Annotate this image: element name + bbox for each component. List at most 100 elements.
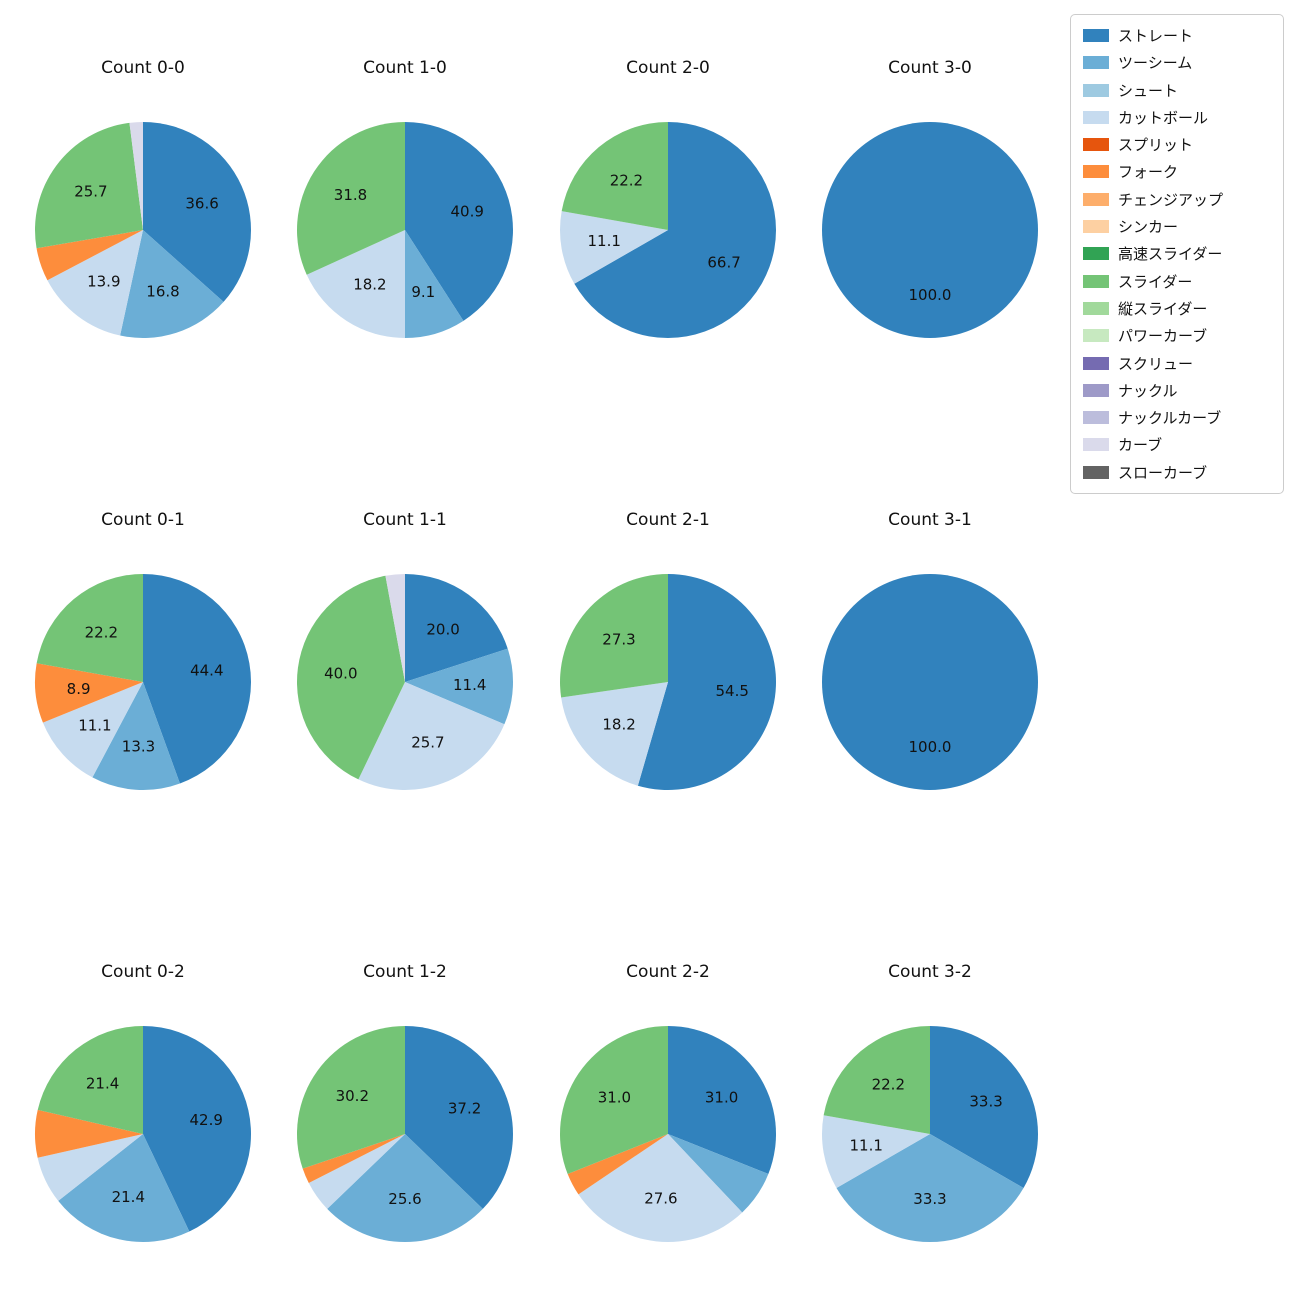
pie-slice xyxy=(567,1134,668,1195)
pie-chart-count-1-1: Count 1-1 20.0 11.4 25.7 40.0 xyxy=(275,508,535,792)
pie: 42.9 21.4 21.4 xyxy=(34,1026,252,1243)
legend-item: カットボール xyxy=(1083,107,1271,128)
legend-item: スライダー xyxy=(1083,271,1271,292)
legend-item: ツーシーム xyxy=(1083,52,1271,73)
pie-slice xyxy=(405,574,508,682)
pie-slice-label: 66.7 xyxy=(707,254,740,272)
legend-item: チェンジアップ xyxy=(1083,189,1271,210)
chart-title: Count 1-0 xyxy=(363,58,447,78)
pie-slice-label: 33.3 xyxy=(969,1093,1002,1111)
legend-label: シンカー xyxy=(1118,218,1179,237)
pie-slice-label: 21.4 xyxy=(86,1074,119,1092)
legend-item: スローカーブ xyxy=(1083,462,1271,483)
pie: 37.2 25.6 30.2 xyxy=(296,1026,513,1242)
pie-chart-count-0-0: Count 0-0 36.6 16.8 13.9 25.7 xyxy=(13,56,273,340)
pie-slice-label: 31.0 xyxy=(705,1089,738,1107)
chart-title: Count 3-0 xyxy=(888,58,972,78)
legend-label: ストレート xyxy=(1118,27,1194,45)
pie-slice-label: 22.2 xyxy=(872,1075,905,1093)
pie-slice xyxy=(58,1134,190,1243)
pie-slice-label: 30.2 xyxy=(336,1087,369,1105)
pie-slice-label: 27.3 xyxy=(602,631,635,649)
pie-slice-label: 13.3 xyxy=(122,738,155,756)
pie-slice xyxy=(143,122,251,302)
pie-slice xyxy=(42,682,143,778)
legend-swatch xyxy=(1083,83,1109,97)
chart-title: Count 0-0 xyxy=(101,58,185,78)
pie-slice-label: 40.9 xyxy=(450,203,483,221)
chart-title: Count 0-2 xyxy=(101,962,185,982)
legend-label: ナックル xyxy=(1118,381,1178,400)
pie-slice-label: 11.1 xyxy=(587,232,620,250)
pie-chart-count-2-0: Count 2-0 66.7 11.1 22.2 xyxy=(538,56,798,340)
pie-slice xyxy=(143,1026,252,1232)
pie-slice-label: 33.3 xyxy=(913,1190,946,1208)
legend-label: 縦スライダー xyxy=(1118,299,1208,318)
pie-slice-label: 22.2 xyxy=(85,623,118,641)
pie-slice xyxy=(143,574,252,784)
pie-slice-label: 8.9 xyxy=(67,680,91,698)
legend-item: カーブ xyxy=(1083,434,1271,455)
chart-title: Count 1-2 xyxy=(363,962,447,982)
pie-slice-label: 31.0 xyxy=(598,1089,631,1107)
legend-item: シュート xyxy=(1083,80,1271,101)
chart-title: Count 0-1 xyxy=(101,510,185,530)
legend-swatch xyxy=(1083,56,1109,70)
legend-item: フォーク xyxy=(1083,161,1271,182)
legend-swatch xyxy=(1083,138,1109,152)
pie: 20.0 11.4 25.7 40.0 xyxy=(297,574,513,791)
pie-slice xyxy=(560,211,668,284)
pie-slice xyxy=(34,1109,144,1158)
legend-label: 高速スライダー xyxy=(1118,245,1223,264)
pie: 33.3 33.3 11.1 22.2 xyxy=(822,1026,1038,1242)
pie-slice xyxy=(574,122,777,338)
legend-label: スライダー xyxy=(1118,272,1193,291)
pie: 44.4 13.3 11.1 8.9 22.2 xyxy=(35,574,252,791)
pie-slice xyxy=(668,1134,769,1213)
legend-label: スローカーブ xyxy=(1118,463,1208,482)
pie-slice xyxy=(308,1134,405,1209)
legend-swatch xyxy=(1083,465,1109,479)
pie-slice xyxy=(822,122,1038,338)
legend-swatch xyxy=(1083,29,1109,42)
legend-swatch xyxy=(1083,220,1109,234)
legend-swatch xyxy=(1083,165,1109,179)
pie: 40.9 9.1 18.2 31.8 xyxy=(297,122,513,338)
legend-swatch xyxy=(1083,329,1109,343)
legend-label: ナックルカーブ xyxy=(1118,409,1222,428)
legend-swatch xyxy=(1083,247,1109,261)
pie-slice-label: 11.1 xyxy=(849,1136,882,1154)
pie-slice xyxy=(47,230,143,336)
pie-slice-label: 11.1 xyxy=(78,716,111,734)
pie-slice xyxy=(35,663,143,723)
pie-slice xyxy=(297,575,405,780)
chart-title: Count 2-1 xyxy=(626,510,710,530)
pie-slice-label: 18.2 xyxy=(602,716,635,734)
legend-item: 縦スライダー xyxy=(1083,298,1271,319)
pie: 54.5 18.2 27.3 xyxy=(560,574,777,790)
pie: 100.0 xyxy=(822,122,1038,338)
legend-label: シュート xyxy=(1118,81,1179,100)
legend-swatch xyxy=(1083,274,1109,288)
pie: 66.7 11.1 22.2 xyxy=(560,122,777,338)
pie-slice-label: 100.0 xyxy=(909,738,952,756)
pie-chart-count-3-2: Count 3-2 33.3 33.3 11.1 22.2 xyxy=(800,960,1060,1244)
legend-label: パワーカーブ xyxy=(1118,327,1208,346)
pie-slice xyxy=(560,574,668,698)
legend-label: スクリュー xyxy=(1118,354,1194,373)
pie-slice xyxy=(92,682,180,791)
pie-slice-label: 9.1 xyxy=(411,283,435,301)
pie-chart-count-0-2: Count 0-2 42.9 21.4 21.4 xyxy=(13,960,273,1244)
legend-item: ナックルカーブ xyxy=(1083,407,1271,428)
pie-slice xyxy=(836,1134,1024,1242)
pie-slice xyxy=(327,1134,483,1242)
legend-item: シンカー xyxy=(1083,216,1271,237)
legend-label: ツーシーム xyxy=(1118,54,1193,73)
pie-slice xyxy=(668,1026,777,1174)
pie-slice xyxy=(36,230,143,281)
legend-label: フォーク xyxy=(1118,163,1179,182)
pie-slice xyxy=(822,574,1038,790)
pie-slice xyxy=(129,122,143,230)
legend-item: スプリット xyxy=(1083,134,1271,155)
pie: 31.0 27.6 31.0 xyxy=(559,1026,777,1243)
